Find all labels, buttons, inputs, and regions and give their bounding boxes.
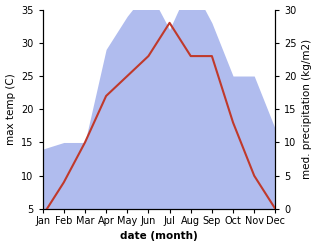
X-axis label: date (month): date (month) [120, 231, 198, 242]
Y-axis label: max temp (C): max temp (C) [5, 73, 16, 145]
Y-axis label: med. precipitation (kg/m2): med. precipitation (kg/m2) [302, 39, 313, 179]
